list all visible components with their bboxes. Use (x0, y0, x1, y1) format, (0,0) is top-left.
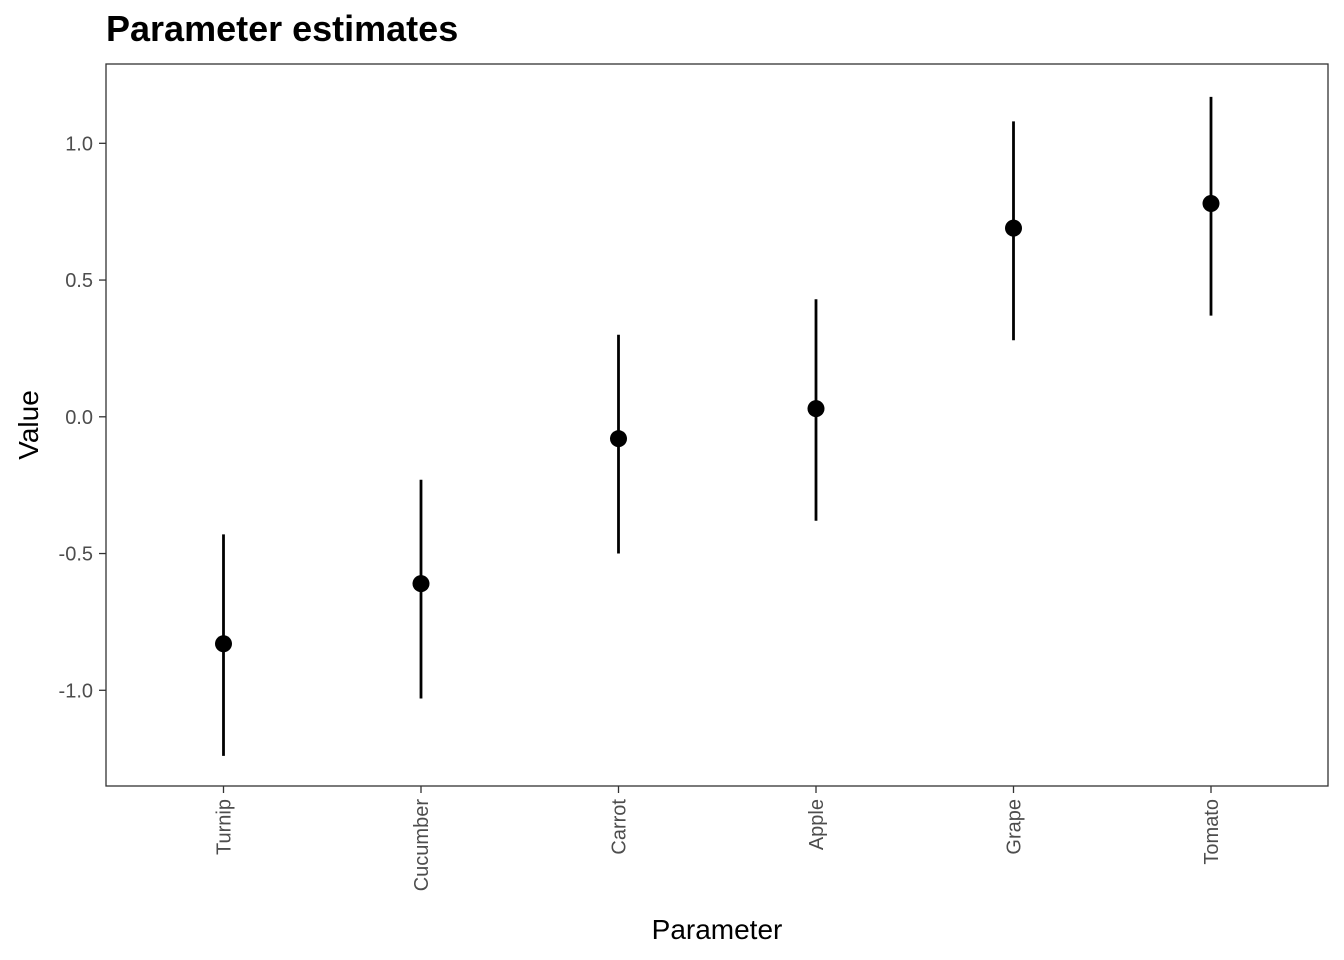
point-tomato (1202, 194, 1220, 212)
x-tick-label: Cucumber (411, 799, 433, 892)
point-grape (1005, 219, 1022, 237)
point-carrot (610, 430, 627, 448)
y-tick-label: 0.5 (65, 270, 93, 292)
chart-title: Parameter estimates (106, 8, 459, 49)
y-tick-label: 0.0 (65, 407, 93, 429)
y-tick-label: -0.5 (59, 544, 93, 566)
point-turnip (215, 635, 232, 653)
point-cucumber (412, 575, 430, 593)
x-tick-label: Apple (806, 799, 828, 850)
x-tick-label: Carrot (609, 799, 631, 855)
y-tick-label: -1.0 (59, 680, 93, 702)
x-tick-label: Tomato (1201, 799, 1223, 865)
data-marks (215, 96, 1220, 756)
plot-panel (105, 63, 1329, 787)
x-tick-label: Grape (1004, 799, 1026, 855)
y-tick-label: 1.0 (65, 133, 93, 155)
y-axis-title: Value (13, 390, 44, 460)
x-axis: Turnip Cucumber Carrot Apple Grape Tomato (214, 786, 1223, 892)
y-axis: -1.0 -0.5 0.0 0.5 1.0 (59, 133, 106, 702)
point-apple (807, 400, 825, 418)
x-tick-label: Turnip (214, 799, 236, 855)
x-axis-title: Parameter (652, 914, 783, 945)
